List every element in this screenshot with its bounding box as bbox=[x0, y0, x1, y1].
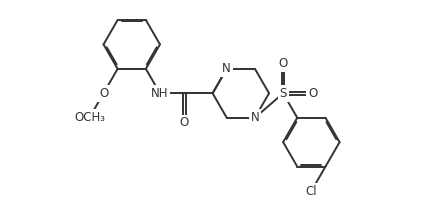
Text: N: N bbox=[251, 111, 259, 124]
Text: O: O bbox=[180, 116, 189, 129]
Text: S: S bbox=[279, 87, 287, 100]
Text: O: O bbox=[99, 87, 108, 100]
Text: Cl: Cl bbox=[305, 185, 317, 197]
Text: O: O bbox=[308, 87, 317, 100]
Text: OCH₃: OCH₃ bbox=[74, 111, 105, 124]
Text: O: O bbox=[278, 57, 288, 70]
Text: N: N bbox=[222, 62, 231, 75]
Text: NH: NH bbox=[151, 87, 169, 100]
